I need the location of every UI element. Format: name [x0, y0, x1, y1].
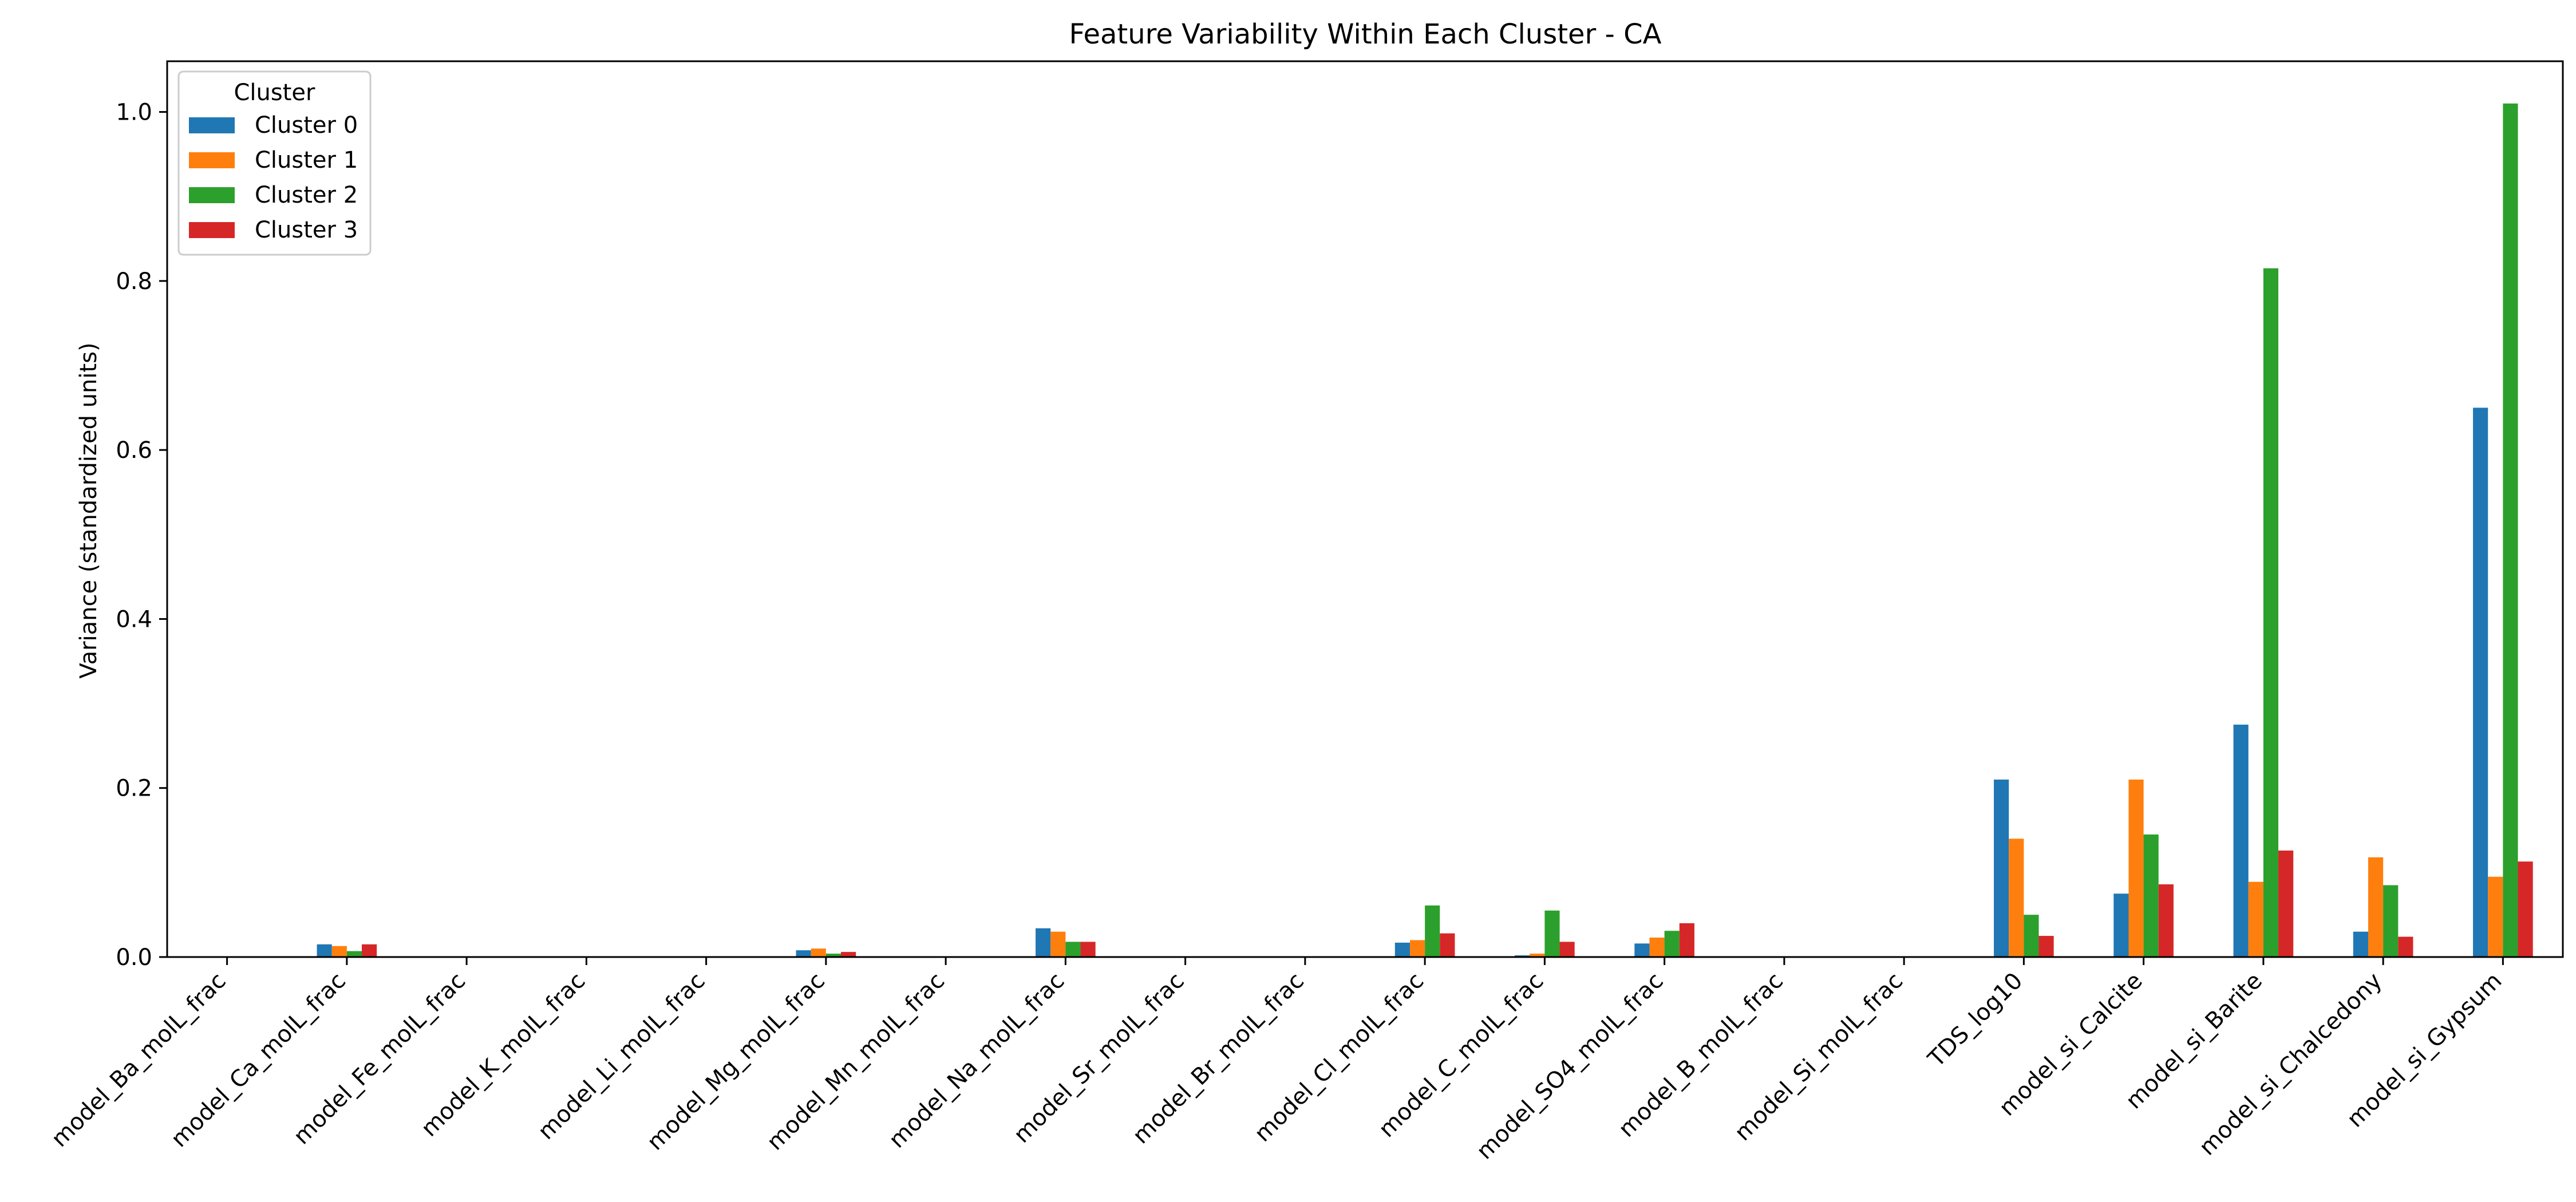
y-tick-label: 1.0 — [116, 100, 152, 126]
bar-cluster-2 — [2503, 103, 2518, 957]
y-tick-label: 0.0 — [116, 944, 152, 971]
bar-cluster-0 — [317, 944, 332, 957]
bar-cluster-2 — [2263, 268, 2279, 958]
bar-cluster-1 — [1649, 938, 1665, 957]
bar-cluster-2 — [2024, 915, 2039, 957]
bar-cluster-0 — [2113, 893, 2129, 957]
bar-cluster-3 — [1440, 933, 1455, 957]
bar-cluster-3 — [1559, 942, 1575, 957]
bar-cluster-0 — [1634, 943, 1650, 957]
bar-cluster-2 — [1544, 910, 1560, 957]
legend-label: Cluster 3 — [255, 217, 358, 243]
bar-cluster-2 — [825, 954, 841, 957]
legend-label: Cluster 2 — [255, 182, 358, 208]
y-tick-label: 0.2 — [116, 776, 152, 802]
bar-cluster-3 — [2038, 936, 2054, 957]
bar-cluster-2 — [346, 951, 362, 957]
y-axis-label: Variance (standardized units) — [76, 342, 102, 678]
bar-cluster-1 — [2009, 839, 2024, 957]
bar-cluster-3 — [841, 952, 856, 957]
legend-swatch — [189, 222, 235, 238]
bar-cluster-0 — [1036, 928, 1051, 957]
legend-label: Cluster 0 — [255, 112, 358, 139]
bar-cluster-1 — [1050, 931, 1066, 957]
bar-cluster-3 — [362, 944, 377, 957]
x-tick-label: TDS_log10 — [1923, 968, 2028, 1073]
bar-cluster-0 — [2473, 408, 2488, 957]
bar-cluster-2 — [1664, 931, 1680, 957]
bar-cluster-3 — [1080, 942, 1096, 957]
bar-cluster-1 — [2248, 881, 2263, 957]
legend-swatch — [189, 187, 235, 203]
bar-cluster-0 — [1394, 942, 1410, 957]
y-axis: 0.0 0.2 0.4 0.6 0.8 1.0 — [116, 100, 167, 971]
bar-cluster-2 — [1425, 905, 1440, 957]
bar-cluster-1 — [1409, 940, 1425, 957]
bar-cluster-1 — [2128, 779, 2144, 957]
bar-cluster-1 — [331, 946, 347, 957]
legend-swatch — [189, 117, 235, 133]
legend-swatch — [189, 152, 235, 168]
y-tick-label: 0.8 — [116, 268, 152, 295]
bar-cluster-2 — [2383, 885, 2399, 957]
bars-group — [317, 103, 2533, 958]
bar-cluster-0 — [2353, 931, 2368, 957]
bar-cluster-1 — [2488, 876, 2503, 957]
bar-cluster-0 — [1994, 779, 2009, 957]
bar-cluster-2 — [1065, 942, 1081, 957]
bar-cluster-3 — [2398, 936, 2413, 957]
bar-cluster-3 — [1679, 923, 1694, 957]
bar-cluster-1 — [811, 948, 826, 957]
bar-cluster-3 — [2518, 861, 2533, 957]
legend-label: Cluster 1 — [255, 147, 358, 173]
legend-title: Cluster — [234, 80, 316, 106]
chart-title: Feature Variability Within Each Cluster … — [1069, 18, 1662, 50]
plot-frame — [166, 60, 2564, 958]
bar-cluster-1 — [1530, 954, 1545, 957]
legend: Cluster Cluster 0 Cluster 1 Cluster 2 Cluste… — [177, 70, 372, 256]
y-tick-label: 0.6 — [116, 437, 152, 464]
bar-cluster-3 — [2158, 884, 2174, 957]
y-tick-label: 0.4 — [116, 606, 152, 632]
x-axis: model_Ba_molL_fracmodel_Ca_molL_fracmode… — [46, 957, 2507, 1165]
bar-cluster-0 — [796, 950, 811, 957]
bar-cluster-0 — [2233, 724, 2249, 957]
bar-cluster-2 — [2143, 834, 2159, 957]
bar-cluster-1 — [2368, 857, 2384, 957]
bar-cluster-3 — [2278, 850, 2294, 957]
